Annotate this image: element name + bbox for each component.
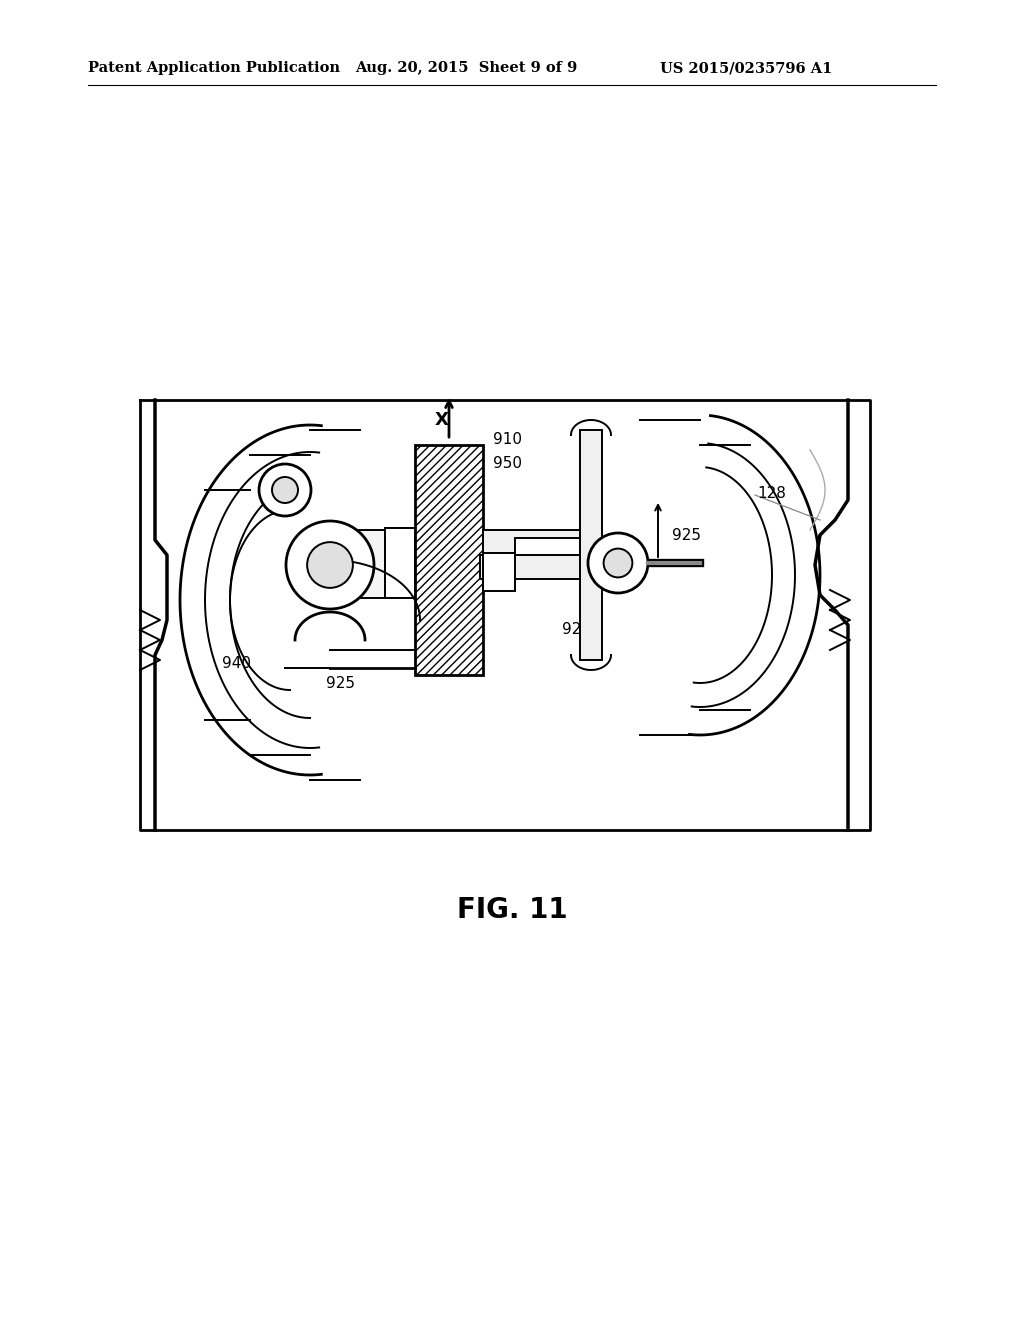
Bar <box>480 554 625 579</box>
Circle shape <box>259 465 311 516</box>
Bar <box>385 528 415 598</box>
Text: Aug. 20, 2015  Sheet 9 of 9: Aug. 20, 2015 Sheet 9 of 9 <box>355 61 578 75</box>
Bar <box>580 430 602 660</box>
Circle shape <box>307 543 353 587</box>
Text: 910: 910 <box>493 433 522 447</box>
Bar <box>415 445 483 675</box>
Text: X: X <box>435 411 449 429</box>
Text: Patent Application Publication: Patent Application Publication <box>88 61 340 75</box>
Text: 930: 930 <box>430 656 459 671</box>
Text: 920: 920 <box>562 623 591 638</box>
Bar <box>483 553 515 591</box>
Polygon shape <box>483 531 590 553</box>
Text: 925: 925 <box>326 676 355 690</box>
Circle shape <box>286 521 374 609</box>
Circle shape <box>603 549 633 577</box>
Text: FIG. 11: FIG. 11 <box>457 896 567 924</box>
Text: US 2015/0235796 A1: US 2015/0235796 A1 <box>660 61 833 75</box>
Circle shape <box>588 533 648 593</box>
Text: 950: 950 <box>493 455 522 470</box>
Text: 925: 925 <box>672 528 701 543</box>
Text: 940: 940 <box>222 656 251 671</box>
Circle shape <box>272 477 298 503</box>
Text: 128: 128 <box>757 486 785 500</box>
Polygon shape <box>330 528 415 598</box>
